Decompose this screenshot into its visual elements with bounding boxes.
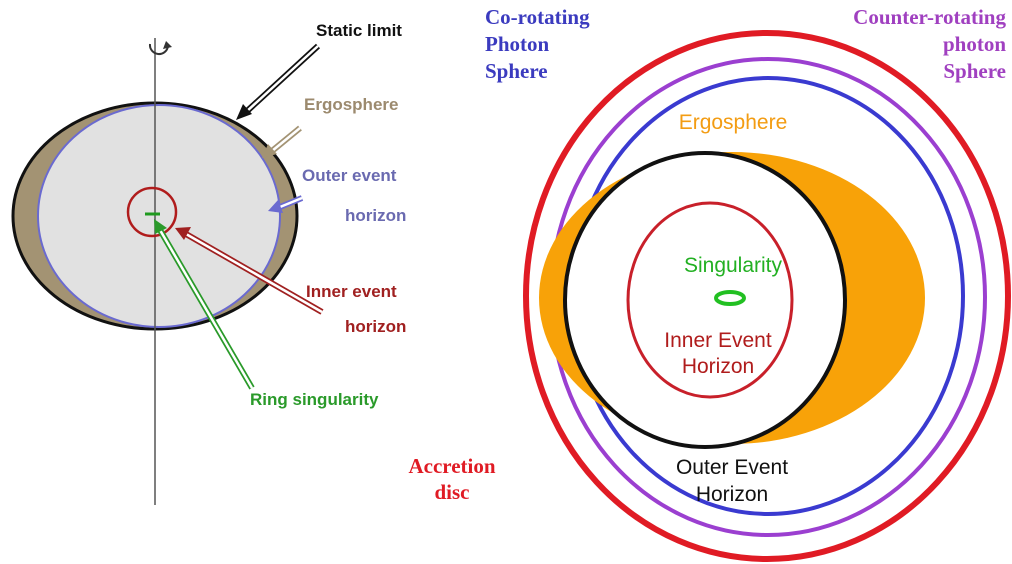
- label: horizon: [345, 317, 406, 336]
- label: Ring singularity: [250, 390, 379, 409]
- label: Inner Event: [664, 329, 772, 352]
- label: Co-rotating: [485, 5, 590, 29]
- label: Photon: [485, 32, 550, 56]
- label: Accretion: [408, 454, 495, 478]
- label: horizon: [345, 206, 406, 225]
- label: Outer event: [302, 166, 397, 185]
- label: Horizon: [682, 355, 754, 378]
- label: Sphere: [485, 59, 548, 83]
- label: Ergosphere: [679, 111, 788, 134]
- label: Static limit: [316, 21, 402, 40]
- label: Sphere: [943, 59, 1006, 83]
- label: Singularity: [684, 254, 783, 277]
- rotation-arrowhead: [163, 41, 172, 49]
- arrow: [272, 128, 300, 151]
- label: Outer Event: [676, 456, 788, 479]
- right-diagram: Co-rotating Photon Sphere Counter-rotati…: [408, 5, 1008, 559]
- diagram: Static limit Ergosphere Outer event hori…: [0, 0, 1012, 564]
- label: photon: [943, 32, 1006, 56]
- outer-horizon-shape: [38, 105, 280, 327]
- label: Horizon: [696, 483, 768, 506]
- label: Inner event: [306, 282, 397, 301]
- outer-event-horizon: [565, 153, 845, 447]
- left-diagram: Static limit Ergosphere Outer event hori…: [13, 21, 406, 505]
- label: Ergosphere: [304, 95, 398, 114]
- label: Counter-rotating: [853, 5, 1006, 29]
- label: disc: [434, 480, 469, 504]
